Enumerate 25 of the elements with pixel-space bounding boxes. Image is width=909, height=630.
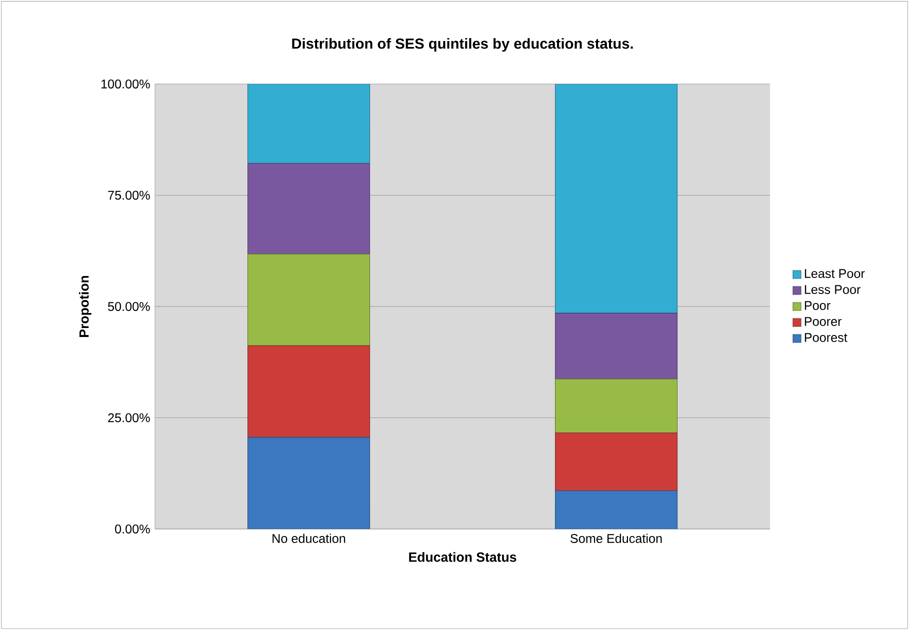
bar (554, 378, 678, 434)
y-tick-label: 100.00% (101, 80, 150, 88)
y-tick-label: 0.00% (115, 524, 150, 534)
legend-label: Poorest (804, 333, 848, 342)
bar (554, 432, 678, 491)
y-tick-label: 75.00% (108, 190, 150, 200)
y-tick-label: 25.00% (108, 413, 150, 422)
bar (554, 312, 678, 380)
bar (247, 437, 370, 529)
chart-title: Distribution of SES quintiles by education status. (292, 38, 633, 52)
legend-label: Poor (804, 301, 830, 310)
bar (247, 345, 370, 438)
y-tick-label: 50.00% (108, 302, 150, 311)
bar (247, 162, 370, 254)
x-tick-label: No education (272, 534, 346, 543)
y-axis-title: Propotion (78, 276, 92, 337)
legend-label: Less Poor (804, 285, 860, 294)
bar (247, 84, 370, 164)
legend-label: Least Poor (804, 269, 865, 278)
bar (554, 490, 678, 529)
bar (554, 84, 678, 314)
legend-label: Poorer (804, 317, 842, 326)
bar (247, 254, 370, 346)
x-tick-label: Some Education (570, 534, 662, 543)
x-axis-title: Education Status (409, 552, 516, 562)
